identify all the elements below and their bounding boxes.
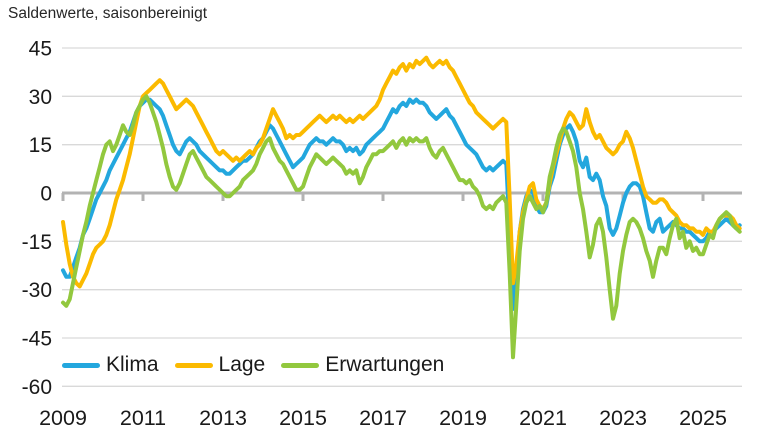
- legend-item-erwartungen: Erwartungen: [281, 353, 444, 377]
- x-axis-label: 2015: [279, 406, 327, 430]
- erwartungen-line: [61, 94, 742, 360]
- x-axis-label: 2025: [679, 406, 727, 430]
- erwartungen-line-swatch: [281, 362, 320, 368]
- lage-line: [61, 55, 742, 289]
- x-axis-label: 2023: [599, 406, 647, 430]
- y-axis-label: -60: [22, 376, 52, 399]
- klima-line-swatch: [62, 362, 100, 368]
- chart-legend: Klima Lage Erwartungen: [62, 353, 444, 377]
- y-axis-label: 0: [40, 183, 52, 206]
- x-axis-label: 2017: [359, 406, 407, 430]
- legend-item-klima: Klima: [62, 353, 159, 377]
- y-axis-label: 15: [29, 134, 52, 157]
- y-axis-label: -30: [22, 279, 52, 302]
- x-axis-label: 2019: [439, 406, 487, 430]
- y-axis-label: 45: [29, 38, 52, 61]
- y-axis-label: -15: [22, 231, 52, 254]
- legend-label-lage: Lage: [218, 353, 266, 376]
- x-axis-label: 2009: [39, 406, 87, 430]
- legend-label-erwartungen: Erwartungen: [325, 353, 445, 376]
- y-axis-label: -45: [22, 327, 52, 350]
- x-axis-label: 2021: [519, 406, 567, 430]
- legend-item-lage: Lage: [174, 353, 266, 377]
- x-axis-label: 2013: [199, 406, 247, 430]
- legend-label-klima: Klima: [106, 353, 159, 376]
- lage-line-swatch: [174, 362, 213, 368]
- x-axis-label: 2011: [120, 406, 166, 430]
- chart-title: Saldenwerte, saisonbereinigt: [8, 5, 208, 22]
- y-axis-label: 30: [29, 86, 52, 109]
- klima-line: [61, 97, 742, 311]
